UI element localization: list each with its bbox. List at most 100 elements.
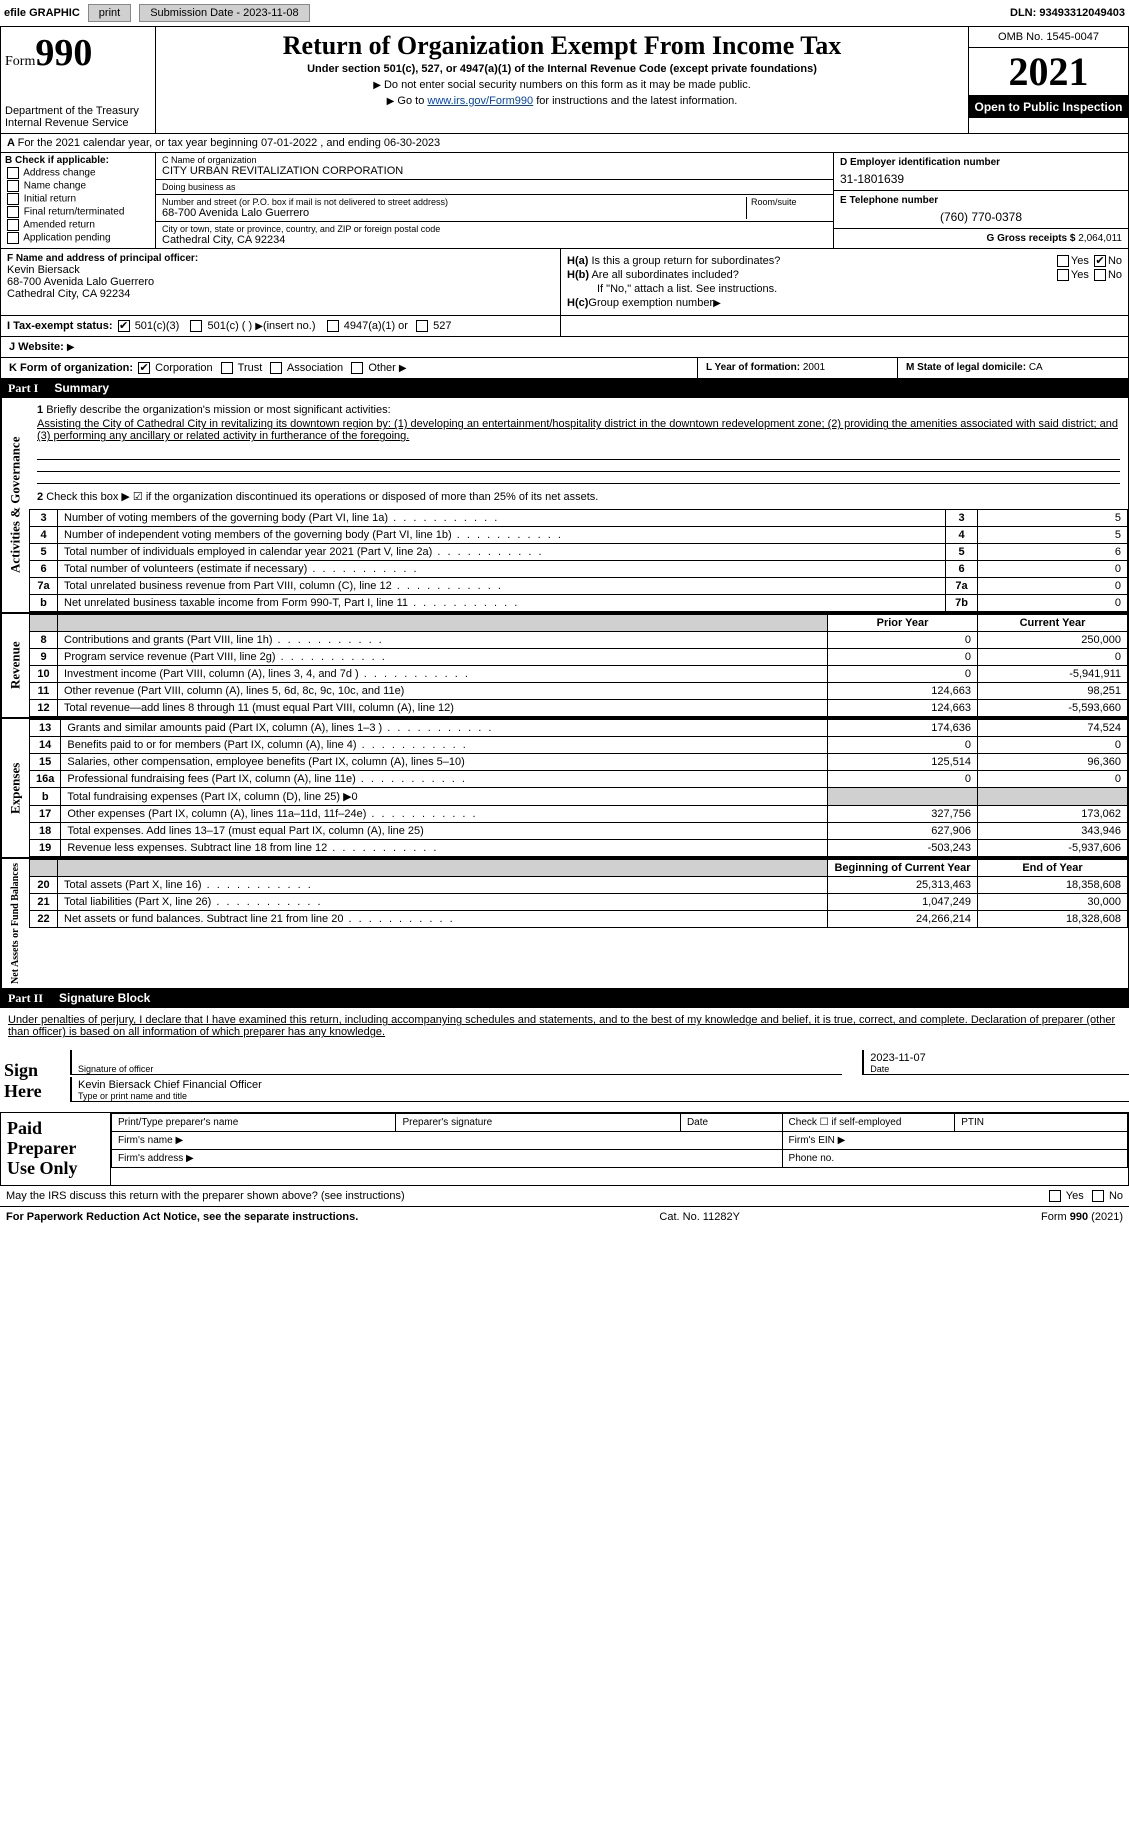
form-subtitle-1: Under section 501(c), 527, or 4947(a)(1)… (160, 63, 964, 75)
l13-num: 13 (30, 720, 61, 737)
efile-label: efile GRAPHIC (4, 7, 80, 19)
submission-date-button[interactable]: Submission Date - 2023-11-08 (139, 4, 309, 22)
chk-assoc[interactable] (270, 362, 282, 374)
mission-line-1 (37, 448, 1120, 460)
opt-4947: 4947(a)(1) or (344, 320, 408, 332)
j-label: J Website: (9, 341, 64, 353)
l11-num: 11 (30, 683, 58, 700)
discuss-no: No (1109, 1190, 1123, 1202)
l10-curr: -5,941,911 (978, 666, 1128, 683)
discuss-no-chk[interactable] (1092, 1190, 1104, 1202)
l3-val: 5 (978, 510, 1128, 527)
line-1-mission: 1 Briefly describe the organization's mi… (29, 398, 1128, 448)
section-j: J Website: (0, 337, 1129, 358)
header-right: OMB No. 1545-0047 2021 Open to Public In… (968, 27, 1128, 133)
l20-curr: 18,358,608 (978, 877, 1128, 894)
l7a-col: 7a (946, 578, 978, 595)
i-label: I Tax-exempt status: (7, 320, 113, 332)
chk-4947[interactable] (327, 320, 339, 332)
city-label: City or town, state or province, country… (162, 224, 827, 234)
l13-desc: Grants and similar amounts paid (Part IX… (61, 720, 828, 737)
paid-preparer-section: Paid Preparer Use Only Print/Type prepar… (0, 1112, 1129, 1185)
l8-num: 8 (30, 632, 58, 649)
chk-name-change[interactable]: Name change (5, 180, 151, 192)
line-1-num: 1 (37, 404, 43, 416)
l18-curr: 343,946 (978, 823, 1128, 840)
l5-desc: Total number of individuals employed in … (58, 544, 946, 561)
prep-firm-addr: Firm's address ▶ (112, 1150, 783, 1168)
l22-prior: 24,266,214 (828, 911, 978, 928)
line-2-num: 2 (37, 491, 43, 503)
l7b-desc: Net unrelated business taxable income fr… (58, 595, 946, 612)
l8-curr: 250,000 (978, 632, 1128, 649)
chk-amended[interactable]: Amended return (5, 219, 151, 231)
l22-curr: 18,328,608 (978, 911, 1128, 928)
form-subtitle-2: Do not enter social security numbers on … (160, 79, 964, 91)
sig-date-label: Date (870, 1064, 889, 1074)
part-1-title: Summary (54, 381, 109, 396)
opt-527: 527 (433, 320, 451, 332)
chk-501c[interactable] (190, 320, 202, 332)
section-b: B Check if applicable: Address change Na… (1, 153, 156, 248)
officer-name: Kevin Biersack (7, 264, 554, 276)
l7a-val: 0 (978, 578, 1128, 595)
mission-line-3 (37, 472, 1120, 484)
ein-label: D Employer identification number (840, 157, 1122, 168)
part-2-num: Part II (8, 991, 43, 1006)
chk-501c3[interactable] (118, 320, 130, 332)
irs-form990-link[interactable]: www.irs.gov/Form990 (427, 95, 533, 107)
governance-table: 3Number of voting members of the governi… (29, 509, 1128, 612)
l4-desc: Number of independent voting members of … (58, 527, 946, 544)
col-beginning-year: Beginning of Current Year (828, 860, 978, 877)
section-fh: F Name and address of principal officer:… (0, 249, 1129, 316)
chk-initial-return[interactable]: Initial return (5, 193, 151, 205)
l17-curr: 173,062 (978, 806, 1128, 823)
open-to-public: Open to Public Inspection (969, 96, 1128, 118)
l9-desc: Program service revenue (Part VIII, line… (58, 649, 828, 666)
mission-text: Assisting the City of Cathedral City in … (37, 418, 1120, 442)
form-990-footer: Form 990 (2021) (1041, 1211, 1123, 1223)
section-de: D Employer identification number 31-1801… (833, 153, 1128, 248)
discuss-row: May the IRS discuss this return with the… (0, 1186, 1129, 1206)
print-button[interactable]: print (88, 4, 131, 22)
vert-governance: Activities & Governance (1, 398, 29, 612)
l4-col: 4 (946, 527, 978, 544)
vert-net-assets: Net Assets or Fund Balances (1, 859, 29, 988)
l10-desc: Investment income (Part VIII, column (A)… (58, 666, 828, 683)
l5-num: 5 (30, 544, 58, 561)
org-name: CITY URBAN REVITALIZATION CORPORATION (162, 165, 827, 177)
chk-527[interactable] (416, 320, 428, 332)
chk-trust[interactable] (221, 362, 233, 374)
l17-num: 17 (30, 806, 61, 823)
prep-phone: Phone no. (782, 1150, 1127, 1168)
col-end-year: End of Year (978, 860, 1128, 877)
gross-receipts-label: G Gross receipts $ (987, 233, 1076, 244)
l7b-val: 0 (978, 595, 1128, 612)
dept-treasury: Department of the Treasury (5, 105, 151, 117)
chk-final-return[interactable]: Final return/terminated (5, 206, 151, 218)
vert-revenue: Revenue (1, 614, 29, 717)
chk-other[interactable] (351, 362, 363, 374)
l3-num: 3 (30, 510, 58, 527)
opt-other: Other (368, 362, 396, 374)
header-left: Form990 Department of the Treasury Inter… (1, 27, 156, 133)
street-label: Number and street (or P.O. box if mail i… (162, 197, 742, 207)
prep-self-emp: Check ☐ if self-employed (782, 1114, 955, 1132)
chk-corp[interactable] (138, 362, 150, 374)
discuss-text: May the IRS discuss this return with the… (6, 1190, 405, 1202)
discuss-yes-chk[interactable] (1049, 1190, 1061, 1202)
l15-curr: 96,360 (978, 754, 1128, 771)
chk-app-pending[interactable]: Application pending (5, 232, 151, 244)
l16b-desc: Total fundraising expenses (Part IX, col… (61, 788, 828, 806)
l15-num: 15 (30, 754, 61, 771)
l7b-col: 7b (946, 595, 978, 612)
l19-num: 19 (30, 840, 61, 857)
section-c: C Name of organization CITY URBAN REVITA… (156, 153, 833, 248)
line-1-label: Briefly describe the organization's miss… (46, 404, 390, 416)
form-number: 990 (35, 32, 92, 74)
l16a-prior: 0 (828, 771, 978, 788)
prep-firm-name: Firm's name ▶ (112, 1132, 783, 1150)
insert-no: (insert no.) (263, 320, 316, 332)
l20-prior: 25,313,463 (828, 877, 978, 894)
chk-address-change[interactable]: Address change (5, 167, 151, 179)
